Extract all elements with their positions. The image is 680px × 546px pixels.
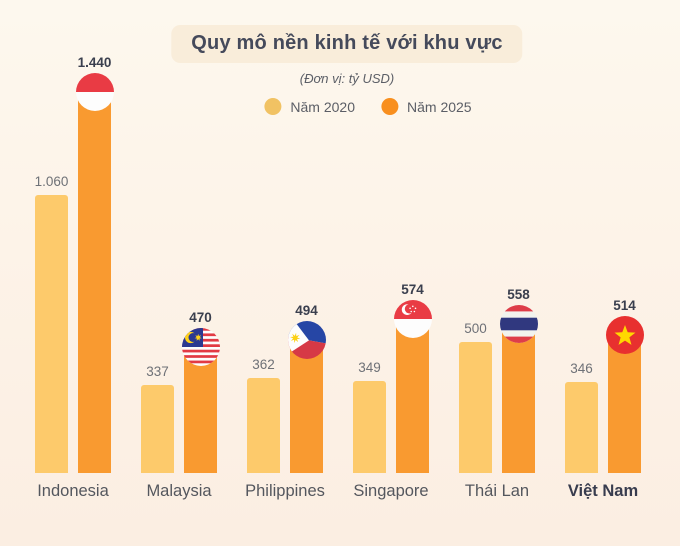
value-label-2025: 558: [507, 286, 530, 302]
bar-2025: [78, 95, 111, 473]
value-label-2020: 362: [252, 357, 275, 372]
bar-2025: [396, 322, 429, 473]
legend-2020-label: Năm 2020: [290, 98, 355, 115]
value-label-2020: 500: [464, 320, 487, 336]
value-label-2020: 337: [146, 363, 169, 379]
bar-2025: [608, 338, 641, 473]
value-label-2020: 1.060: [34, 173, 69, 189]
bar-2020: [565, 382, 598, 473]
legend-2020-dot-icon: [264, 98, 282, 115]
value-label-2025: 1.440: [77, 55, 112, 70]
bar-2020: [35, 194, 68, 473]
legend-2025-dot-icon: [381, 98, 398, 115]
bar-2020: [459, 341, 492, 473]
axis-label-thailand: Thái Lan: [464, 482, 530, 500]
axis-label-vietnam: Việt Nam: [567, 482, 639, 500]
legend-2025-label: Năm 2025: [407, 98, 472, 115]
value-label-2025: 514: [613, 298, 636, 314]
axis-label-indonesia: Indonesia: [37, 482, 109, 500]
value-label-2020: 349: [358, 360, 381, 376]
axis-label-philippines: Philippines: [245, 482, 325, 500]
bar-2025: [290, 343, 323, 473]
page-title: Quy mô nền kinh tế với khu vực: [171, 25, 523, 63]
chart-unit-subtitle: (Đơn vị: tỷ USD): [299, 71, 395, 86]
flag-indonesia-icon: [75, 73, 114, 111]
flag-vietnam-icon: [605, 316, 644, 355]
bar-2020: [247, 378, 280, 473]
legend-item-2025: Năm 2025: [381, 98, 472, 115]
value-label-2020: 346: [570, 361, 593, 377]
value-label-2025: 574: [401, 282, 424, 298]
axis-label-malaysia: Malaysia: [146, 482, 212, 500]
value-label-2025: 494: [295, 303, 318, 319]
axis-label-singapore: Singapore: [353, 482, 429, 500]
bar-2025: [502, 326, 535, 473]
flag-philippines-icon: [287, 321, 326, 360]
flag-singapore-icon: [393, 300, 432, 339]
legend-item-2020: Năm 2020: [264, 98, 355, 115]
flag-malaysia-icon: [181, 327, 220, 366]
value-label-2025: 470: [189, 309, 212, 325]
bar-2020: [141, 384, 174, 473]
flag-thailand-icon: [499, 304, 538, 343]
bar-2020: [353, 381, 386, 473]
bar-2025: [184, 349, 217, 473]
chart-legend: Năm 2020 Năm 2025: [264, 98, 472, 115]
